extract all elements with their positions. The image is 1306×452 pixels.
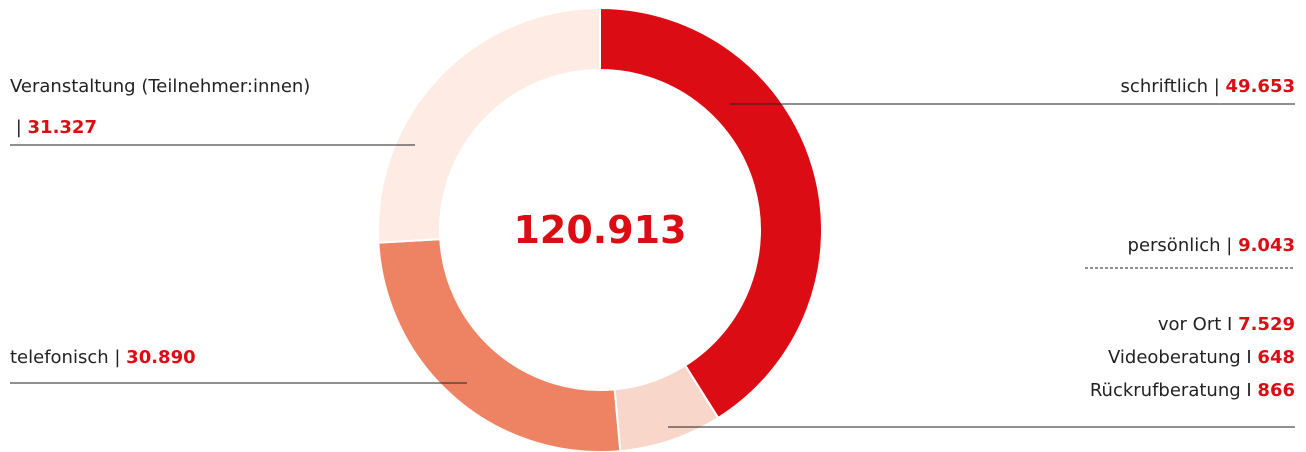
donut-segment — [377, 6, 601, 244]
donut-segment — [377, 238, 622, 452]
separator: I — [1221, 314, 1239, 335]
value-label: 49.653 — [1225, 76, 1295, 97]
category-name: persönlich — [1127, 235, 1221, 256]
separator: | — [1208, 76, 1226, 97]
value-label: 7.529 — [1238, 314, 1295, 335]
breakdown-label: Videoberatung I 648 — [900, 337, 1295, 378]
value-label: 31.327 — [27, 117, 97, 138]
donut-segment — [599, 6, 823, 420]
value-label: 866 — [1257, 380, 1295, 401]
category-name: Rückrufberatung — [1089, 380, 1241, 401]
breakdown-label: vor Ort I 7.529 — [900, 304, 1295, 345]
segment-label: persönlich | 9.043 — [900, 225, 1295, 266]
category-name: vor Ort — [1157, 314, 1222, 335]
segment-label: schriftlich | 49.653 — [800, 66, 1295, 107]
separator: | — [10, 117, 28, 138]
separator: | — [1220, 235, 1239, 256]
segment-label: telefonisch | 30.890 — [10, 337, 410, 378]
category-name: Videoberatung — [1107, 347, 1241, 368]
separator: | — [108, 347, 127, 368]
value-label: 648 — [1257, 347, 1295, 368]
category-name: Veranstaltung (Teilnehmer:innen) — [10, 76, 311, 97]
segment-label: Veranstaltung (Teilnehmer:innen) | 31.32… — [10, 66, 340, 148]
separator: I — [1240, 380, 1258, 401]
separator: I — [1240, 347, 1258, 368]
category-name: telefonisch — [10, 347, 109, 368]
category-name: schriftlich — [1120, 76, 1209, 97]
value-label: 30.890 — [126, 347, 196, 368]
total-label: 120.913 — [513, 208, 687, 252]
value-label: 9.043 — [1238, 235, 1295, 256]
breakdown-label: Rückrufberatung I 866 — [900, 370, 1295, 411]
